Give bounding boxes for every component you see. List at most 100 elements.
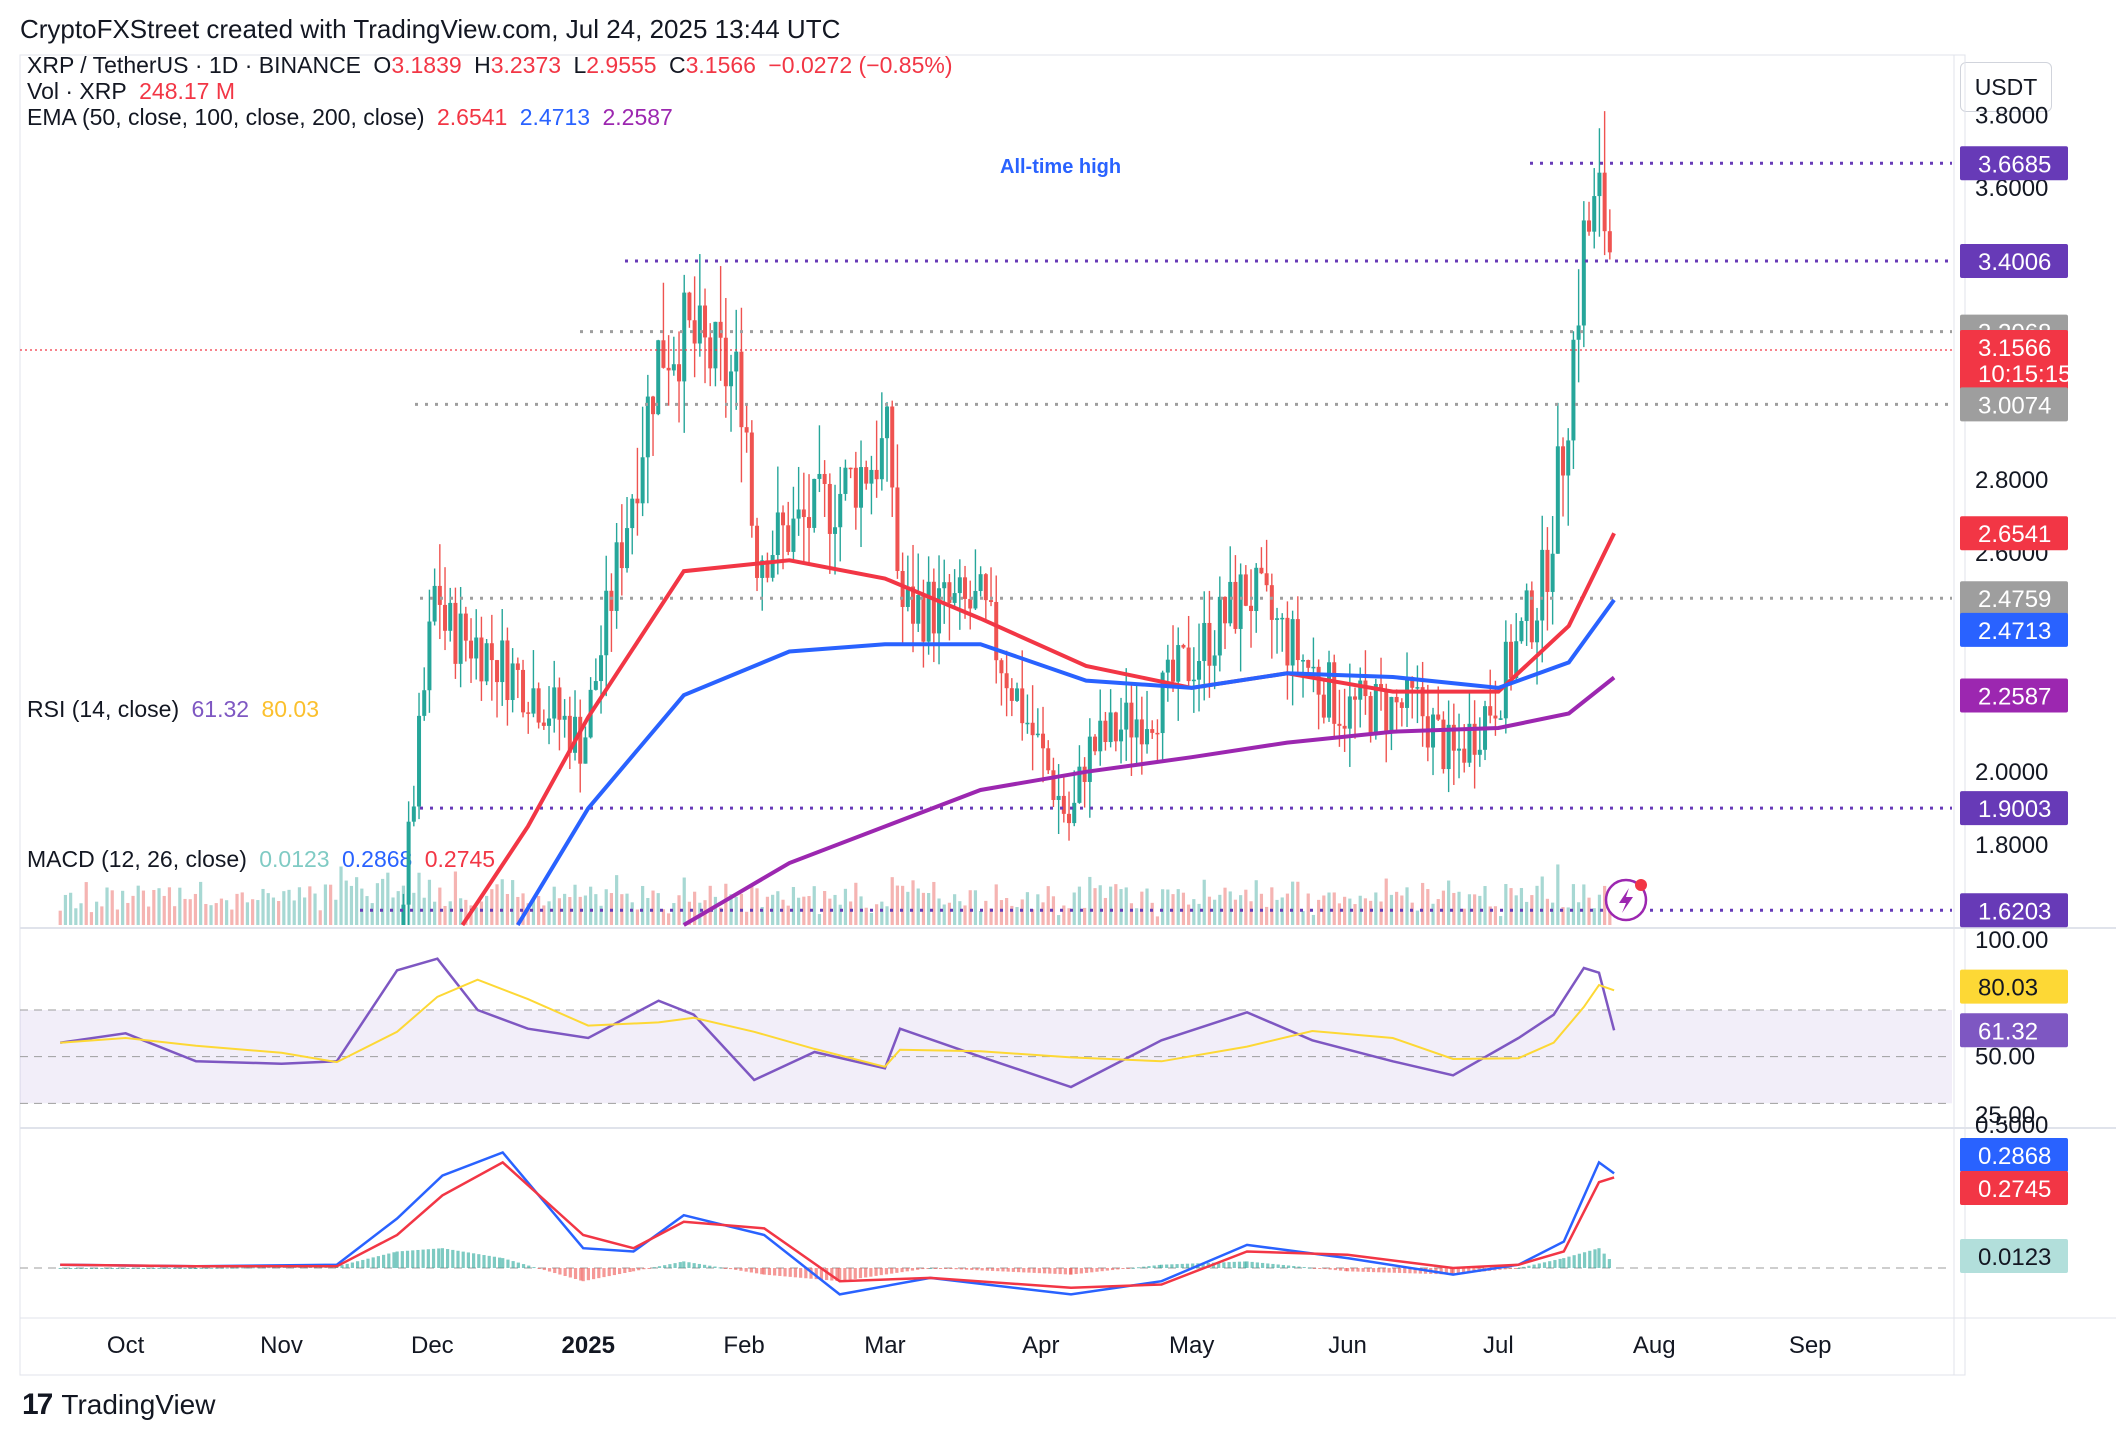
candle-body — [609, 590, 614, 611]
candle-body — [1535, 620, 1540, 643]
macd-histogram-bar — [910, 1268, 915, 1271]
volume-bar — [968, 890, 972, 925]
macd-histogram-bar — [728, 1268, 733, 1270]
macd-histogram-bar — [1503, 1268, 1507, 1270]
volume-bar — [661, 909, 666, 925]
macd-histogram-bar — [1377, 1268, 1381, 1273]
volume-bar — [791, 886, 796, 925]
volume-legend[interactable]: Vol · XRP 248.17 M — [27, 78, 241, 105]
macd-histogram-bar — [657, 1266, 662, 1268]
volume-bar — [1171, 894, 1175, 925]
volume-bar — [1327, 892, 1331, 925]
volume-bar — [266, 893, 270, 925]
macd-histogram-bar — [1227, 1262, 1231, 1268]
volume-bar — [1509, 888, 1513, 925]
volume-bar — [906, 891, 910, 925]
macd-histogram-bar — [928, 1268, 932, 1269]
candle-body — [1379, 684, 1384, 691]
candle-body — [1332, 662, 1337, 724]
macd-histogram-bar — [1053, 1268, 1057, 1274]
alert-lightning-icon[interactable] — [1604, 878, 1648, 922]
candle-body — [1462, 748, 1467, 763]
candle-body — [1067, 813, 1072, 824]
volume-bar — [365, 896, 369, 925]
candle-body — [1186, 647, 1191, 682]
candle-body — [1223, 596, 1228, 624]
volume-bar — [677, 895, 681, 925]
candle-body — [1545, 549, 1550, 592]
macd-histogram-bar — [230, 1267, 234, 1269]
macd-histogram-bar — [1439, 1268, 1443, 1275]
macd-histogram-bar — [157, 1268, 161, 1269]
symbol-legend[interactable]: XRP / TetherUS · 1D · BINANCE O3.1839 H3… — [27, 52, 959, 79]
time-axis-label: Jun — [1328, 1332, 1367, 1359]
macd-histogram-bar — [1110, 1268, 1115, 1271]
macd-histogram-bar — [900, 1268, 904, 1273]
candle-body — [703, 305, 708, 338]
macd-histogram-bar — [814, 1268, 818, 1280]
macd-histogram-bar — [1131, 1267, 1135, 1269]
macd-histogram-bar — [236, 1267, 240, 1269]
candle-body — [900, 570, 905, 607]
volume-bar — [552, 886, 556, 925]
macd-histogram-bar — [69, 1268, 73, 1269]
candle-body — [1061, 795, 1066, 814]
macd-histogram-bar — [734, 1268, 738, 1270]
volume-bar — [1514, 895, 1518, 925]
macd-histogram-bar — [446, 1249, 450, 1268]
macd-legend[interactable]: MACD (12, 26, close) 0.0123 0.2868 0.274… — [27, 846, 501, 873]
macd-histogram-bar — [105, 1268, 109, 1269]
rsi-ma-value: 80.03 — [261, 696, 320, 722]
volume-bar — [386, 872, 390, 925]
candle-body — [1165, 659, 1170, 673]
candle-body — [1587, 220, 1592, 232]
rsi-axis-label — [1960, 1013, 2068, 1048]
volume-bar — [1067, 908, 1071, 925]
currency-button[interactable]: USDT — [1960, 62, 2052, 112]
volume-bar — [245, 902, 250, 925]
volume-bar — [1114, 884, 1118, 925]
volume-bar — [1041, 902, 1045, 925]
candle-body — [1264, 573, 1269, 586]
macd-histogram-bar — [1170, 1264, 1174, 1268]
volume-bar — [942, 904, 946, 925]
volume-bar — [479, 901, 484, 925]
candle-body — [905, 586, 910, 607]
volume-bar — [973, 890, 978, 925]
candle-body — [552, 687, 557, 719]
macd-histogram-bar — [1522, 1266, 1526, 1268]
volume-bar — [963, 905, 967, 925]
rsi-legend[interactable]: RSI (14, close) 61.32 80.03 — [27, 696, 325, 723]
candle-body — [1145, 729, 1150, 745]
macd-histogram-bar — [1281, 1264, 1285, 1268]
volume-bar — [1561, 907, 1565, 925]
volume-bar — [1499, 916, 1503, 925]
candle-body — [1321, 694, 1326, 718]
macd-histogram-bar — [1498, 1268, 1502, 1270]
macd-histogram-bar — [819, 1268, 824, 1280]
symbol-name[interactable]: XRP / TetherUS · 1D · BINANCE — [27, 52, 362, 78]
volume-bar — [1332, 892, 1336, 925]
candle-body — [489, 643, 494, 661]
volume-bar — [708, 885, 712, 925]
macd-histogram-bar — [848, 1268, 852, 1280]
macd-histogram-bar — [890, 1268, 894, 1274]
ema-legend[interactable]: EMA (50, close, 100, close, 200, close) … — [27, 104, 679, 131]
candle-body — [1373, 684, 1378, 736]
volume-bar — [557, 898, 562, 925]
candle-body — [874, 469, 879, 480]
volume-bar — [979, 910, 983, 925]
macd-axis-label — [1960, 1171, 2068, 1205]
macd-histogram-bar — [1016, 1268, 1021, 1273]
candle-body — [458, 613, 463, 664]
macd-histogram-bar — [1356, 1268, 1360, 1272]
volume-bar — [843, 888, 848, 925]
volume-bar — [1036, 894, 1040, 925]
candle-body — [812, 478, 817, 528]
volume-bar — [500, 879, 504, 925]
candle-body — [1207, 622, 1212, 666]
macd-histogram-bar — [1444, 1268, 1448, 1275]
volume-bar — [875, 904, 879, 925]
macd-histogram-bar — [799, 1268, 803, 1278]
